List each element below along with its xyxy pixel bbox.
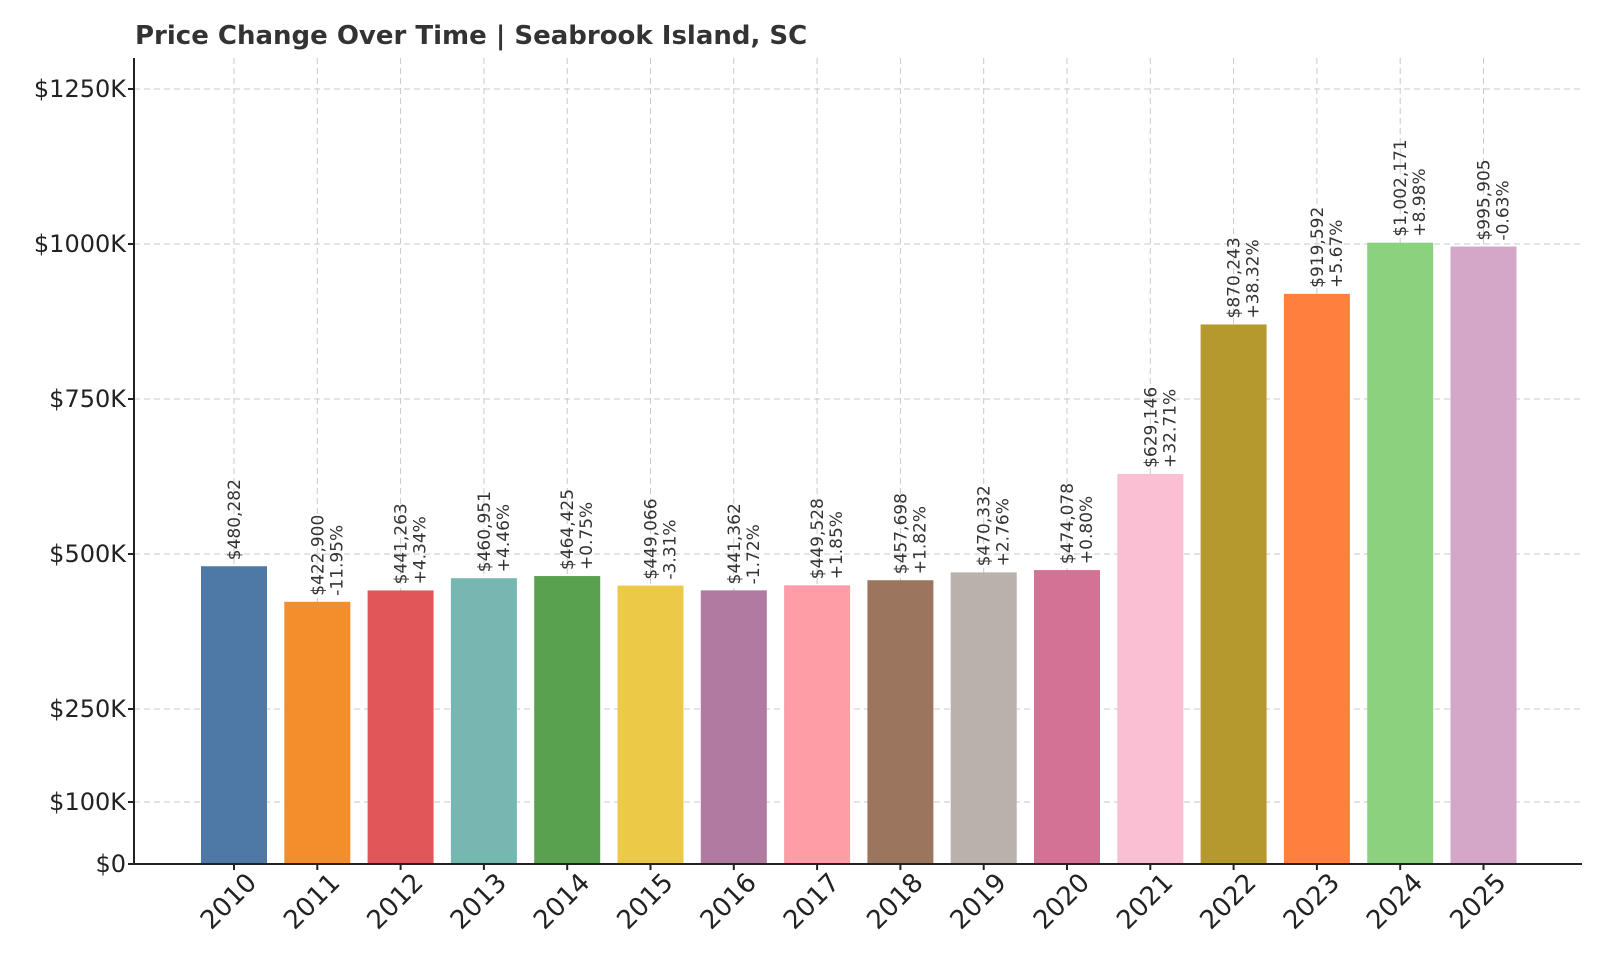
x-tick-label: 2021 [1111, 868, 1179, 936]
bar-change-text: +4.46% [494, 504, 514, 572]
bar-value-label: $1,002,171+8.98% [1391, 139, 1430, 236]
bar-value-label: $422,900-11.95% [308, 515, 347, 596]
bar-value-text: $441,362 [725, 503, 745, 584]
bar-value-label: $629,146+32.71% [1141, 387, 1180, 468]
bar-value-text: $919,592 [1308, 207, 1328, 288]
bar-2015 [617, 585, 684, 864]
x-tick-label: 2017 [778, 868, 846, 936]
bar-change-text: +0.80% [1077, 496, 1097, 564]
x-tick-label: 2013 [445, 868, 513, 936]
x-tick-label: 2015 [611, 868, 679, 936]
y-tick-label: $500K [49, 540, 127, 568]
bar-value-label: $460,951+4.46% [475, 491, 514, 572]
x-tick-label: 2023 [1278, 868, 1346, 936]
bar-2016 [700, 590, 767, 864]
bar-value-text: $457,698 [891, 493, 911, 574]
x-tick-label: 2020 [1028, 868, 1096, 936]
bar-label-layer: $480,282 $422,900-11.95% $441,263+4.34% $46… [225, 139, 1514, 595]
bar-change-text: -1.72% [744, 524, 764, 584]
x-tick-label: 2010 [195, 868, 263, 936]
bar-change-text: +38.32% [1244, 239, 1264, 318]
bar-value-label: $474,078+0.80% [1058, 483, 1097, 564]
bar-2013 [450, 578, 517, 864]
bar-value-label: $457,698+1.82% [891, 493, 930, 574]
bar-value-label: $449,066-3.31% [642, 498, 681, 579]
bar-value-text: $995,905 [1475, 159, 1495, 240]
bar-change-text: +32.71% [1160, 389, 1180, 468]
bar-value-text: $480,282 [225, 479, 245, 560]
bar-2017 [784, 585, 851, 864]
bar-2012 [367, 590, 434, 864]
bar-2022 [1200, 324, 1267, 864]
bar-change-text: +1.85% [827, 511, 847, 579]
bar-change-text: +0.75% [577, 502, 597, 570]
bar-change-text: +4.34% [411, 516, 431, 584]
x-tick-label: 2025 [1444, 868, 1512, 936]
bar-2014 [534, 576, 601, 864]
y-tick-label: $750K [49, 385, 127, 413]
bar-change-text: +1.82% [910, 506, 930, 574]
bar-value-label: $919,592+5.67% [1308, 207, 1347, 288]
x-tick-label: 2022 [1195, 868, 1263, 936]
bar-value-label: $449,528+1.85% [808, 498, 847, 579]
bar-change-text: -0.63% [1494, 180, 1514, 240]
bar-value-text: $449,066 [642, 498, 662, 579]
bar-2023 [1283, 293, 1350, 864]
bar-value-label: $995,905-0.63% [1475, 159, 1514, 240]
chart-title: Price Change Over Time | Seabrook Island… [135, 21, 807, 51]
bar-value-text: $441,263 [392, 503, 412, 584]
y-tick-label: $250K [49, 695, 127, 723]
x-tick-label: 2016 [695, 868, 763, 936]
bar-value-label: $441,362-1.72% [725, 503, 764, 584]
bar-value-text: $870,243 [1225, 237, 1245, 318]
bar-change-text: +8.98% [1410, 168, 1430, 236]
x-tick-label: 2019 [945, 868, 1013, 936]
bar-value-text: $1,002,171 [1391, 139, 1411, 236]
y-tick-label: $1250K [34, 75, 127, 103]
bar-value-text: $449,528 [808, 498, 828, 579]
x-tick-label: 2011 [278, 868, 346, 936]
x-tick-label: 2018 [861, 868, 929, 936]
bar-value-label: $480,282 [225, 479, 245, 560]
bar-2011 [284, 601, 351, 864]
bar-2010 [201, 566, 267, 864]
bar-change-text: +5.67% [1327, 220, 1347, 288]
bar-value-text: $629,146 [1141, 387, 1161, 468]
bar-value-text: $474,078 [1058, 483, 1078, 564]
bar-value-text: $422,900 [308, 515, 328, 596]
bar-value-text: $470,332 [975, 485, 995, 566]
y-tick-label: $100K [49, 788, 127, 816]
bar-value-text: $460,951 [475, 491, 495, 572]
bar-change-text: +2.76% [994, 498, 1014, 566]
x-tick-label: 2012 [362, 868, 430, 936]
grid-layer [134, 58, 1582, 864]
y-tick-label: $1000K [34, 230, 127, 258]
bar-2018 [867, 580, 934, 864]
y-tick-label: $0 [95, 850, 126, 878]
bar-layer [201, 242, 1517, 865]
x-tick-label: 2024 [1361, 868, 1429, 936]
bar-value-text: $464,425 [558, 489, 578, 570]
bar-value-label: $870,243+38.32% [1225, 237, 1264, 318]
bar-change-text: -3.31% [661, 519, 681, 579]
bar-2025 [1450, 246, 1517, 865]
bar-2019 [950, 572, 1017, 864]
bar-2021 [1117, 473, 1184, 864]
bar-change-text: -11.95% [327, 525, 347, 596]
x-tick-label: 2014 [528, 868, 596, 936]
bar-value-label: $441,263+4.34% [392, 503, 431, 584]
bar-value-label: $470,332+2.76% [975, 485, 1014, 566]
bar-2020 [1034, 570, 1100, 864]
bar-value-label: $464,425+0.75% [558, 489, 597, 570]
bar-2024 [1367, 242, 1434, 864]
